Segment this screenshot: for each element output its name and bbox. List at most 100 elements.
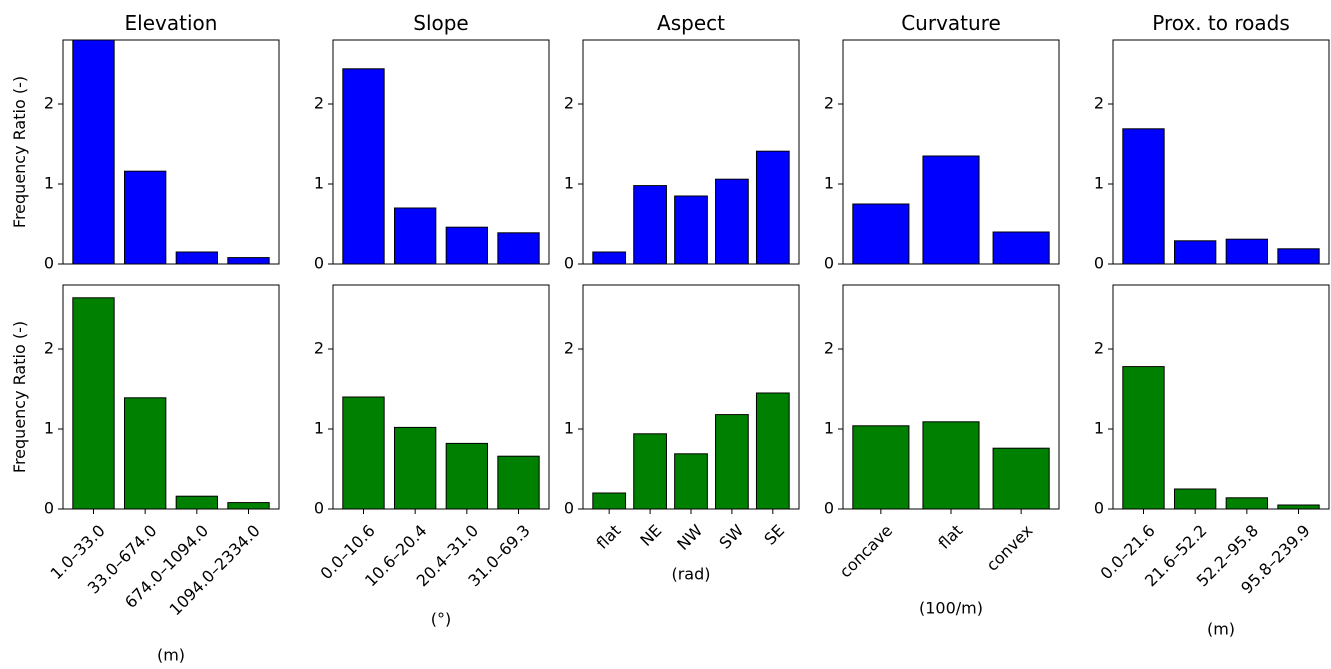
axes-frame (582, 284, 800, 510)
bar (1277, 248, 1320, 264)
bar (1173, 240, 1217, 264)
bar (592, 251, 627, 264)
x-tick-label: concave (836, 521, 897, 582)
panel: 0 1 2 Elevation Frequency Ratio (-) (10, 11, 280, 273)
panel-title: Prox. to roads (1152, 11, 1290, 35)
bar (123, 397, 167, 509)
y-tick-label: 2 (1094, 94, 1104, 113)
axes-frame (1112, 284, 1330, 510)
bar (227, 502, 270, 509)
y-axis-label: Frequency Ratio (-) (10, 321, 29, 473)
bar (227, 257, 270, 264)
panel: 0 1 2 Slope (314, 11, 550, 273)
axes-frame (842, 284, 1060, 510)
y-tick-label: 0 (564, 254, 574, 273)
panel-title: Slope (413, 11, 469, 35)
y-tick-label: 2 (314, 339, 324, 358)
bar (1122, 366, 1165, 509)
y-axis-label: Frequency Ratio (-) (10, 76, 29, 228)
bar (123, 170, 167, 264)
bar (922, 155, 980, 264)
y-tick-label: 0 (314, 254, 324, 273)
y-tick-label: 2 (824, 94, 834, 113)
y-tick-label: 0 (824, 499, 834, 518)
y-tick-label: 1 (824, 174, 834, 193)
bar (992, 231, 1050, 264)
bar (393, 426, 437, 509)
bar (922, 421, 980, 509)
x-axis-label: (m) (1207, 620, 1235, 639)
y-tick-label: 1 (564, 174, 574, 193)
x-tick-label: NW (673, 521, 706, 554)
panel: 0.0–10.610.6–20.420.4–31.031.0–69.3012(°… (314, 284, 550, 629)
bar (852, 203, 910, 264)
y-tick-label: 1 (314, 174, 324, 193)
y-tick-label: 2 (824, 339, 834, 358)
y-tick-label: 0 (44, 499, 54, 518)
y-tick-label: 1 (564, 419, 574, 438)
bar (445, 226, 489, 264)
bar (175, 495, 219, 509)
x-tick-label: 1094.0–2334.0 (166, 521, 264, 619)
y-tick-label: 1 (314, 419, 324, 438)
panel: 0 1 2 Aspect (564, 11, 800, 273)
panel-title: Aspect (657, 11, 725, 35)
bar (992, 447, 1050, 509)
x-axis-label: (m) (157, 646, 185, 665)
bar (852, 425, 910, 509)
x-tick-label: SE (760, 521, 788, 549)
bar (674, 195, 708, 264)
bar (497, 232, 540, 264)
bar (715, 414, 749, 509)
y-tick-label: 0 (824, 254, 834, 273)
y-tick-label: 1 (824, 419, 834, 438)
y-tick-label: 0 (1094, 499, 1104, 518)
x-tick-label: flat (934, 521, 966, 553)
panel: 0 1 2 Curvature (824, 11, 1060, 273)
axes-frame (332, 284, 550, 510)
axes-frame (62, 284, 280, 510)
y-tick-label: 1 (1094, 174, 1104, 193)
panel-title: Curvature (901, 11, 1001, 35)
bar (497, 455, 540, 509)
bar (715, 178, 749, 264)
panel: concave flat convex 0 1 2 (100/m) (824, 284, 1060, 618)
x-tick-label: NE (636, 521, 665, 550)
bar (1122, 128, 1165, 264)
bar (1225, 497, 1269, 509)
x-axis-label: (rad) (671, 565, 710, 584)
axes-frame (842, 39, 1060, 265)
axes-frame (1112, 39, 1330, 265)
bar (445, 442, 489, 509)
bar (633, 185, 667, 264)
axes-frame (62, 39, 280, 265)
x-tick-label: SW (715, 521, 747, 553)
y-tick-label: 0 (1094, 254, 1104, 273)
bar (755, 392, 790, 509)
y-tick-label: 2 (564, 94, 574, 113)
y-tick-label: 2 (44, 94, 54, 113)
bar (393, 207, 437, 264)
y-tick-label: 2 (1094, 339, 1104, 358)
y-tick-label: 2 (44, 339, 54, 358)
x-tick-label: flat (593, 521, 625, 553)
bar (1225, 238, 1269, 264)
y-tick-label: 0 (564, 499, 574, 518)
y-tick-label: 1 (44, 174, 54, 193)
bar (1173, 488, 1217, 509)
bar (72, 297, 115, 509)
x-axis-label: (°) (431, 610, 451, 629)
x-axis-label: (100/m) (919, 599, 983, 618)
y-tick-label: 2 (564, 339, 574, 358)
bar (342, 396, 385, 509)
bar (674, 453, 708, 509)
bar (633, 433, 667, 509)
bar (1277, 504, 1320, 509)
axes-frame (582, 39, 800, 265)
y-tick-label: 0 (314, 499, 324, 518)
axes-frame (332, 39, 550, 265)
y-tick-label: 1 (44, 419, 54, 438)
bar (755, 150, 790, 264)
panel: 0 1 2 Prox. to roads (1094, 11, 1330, 273)
